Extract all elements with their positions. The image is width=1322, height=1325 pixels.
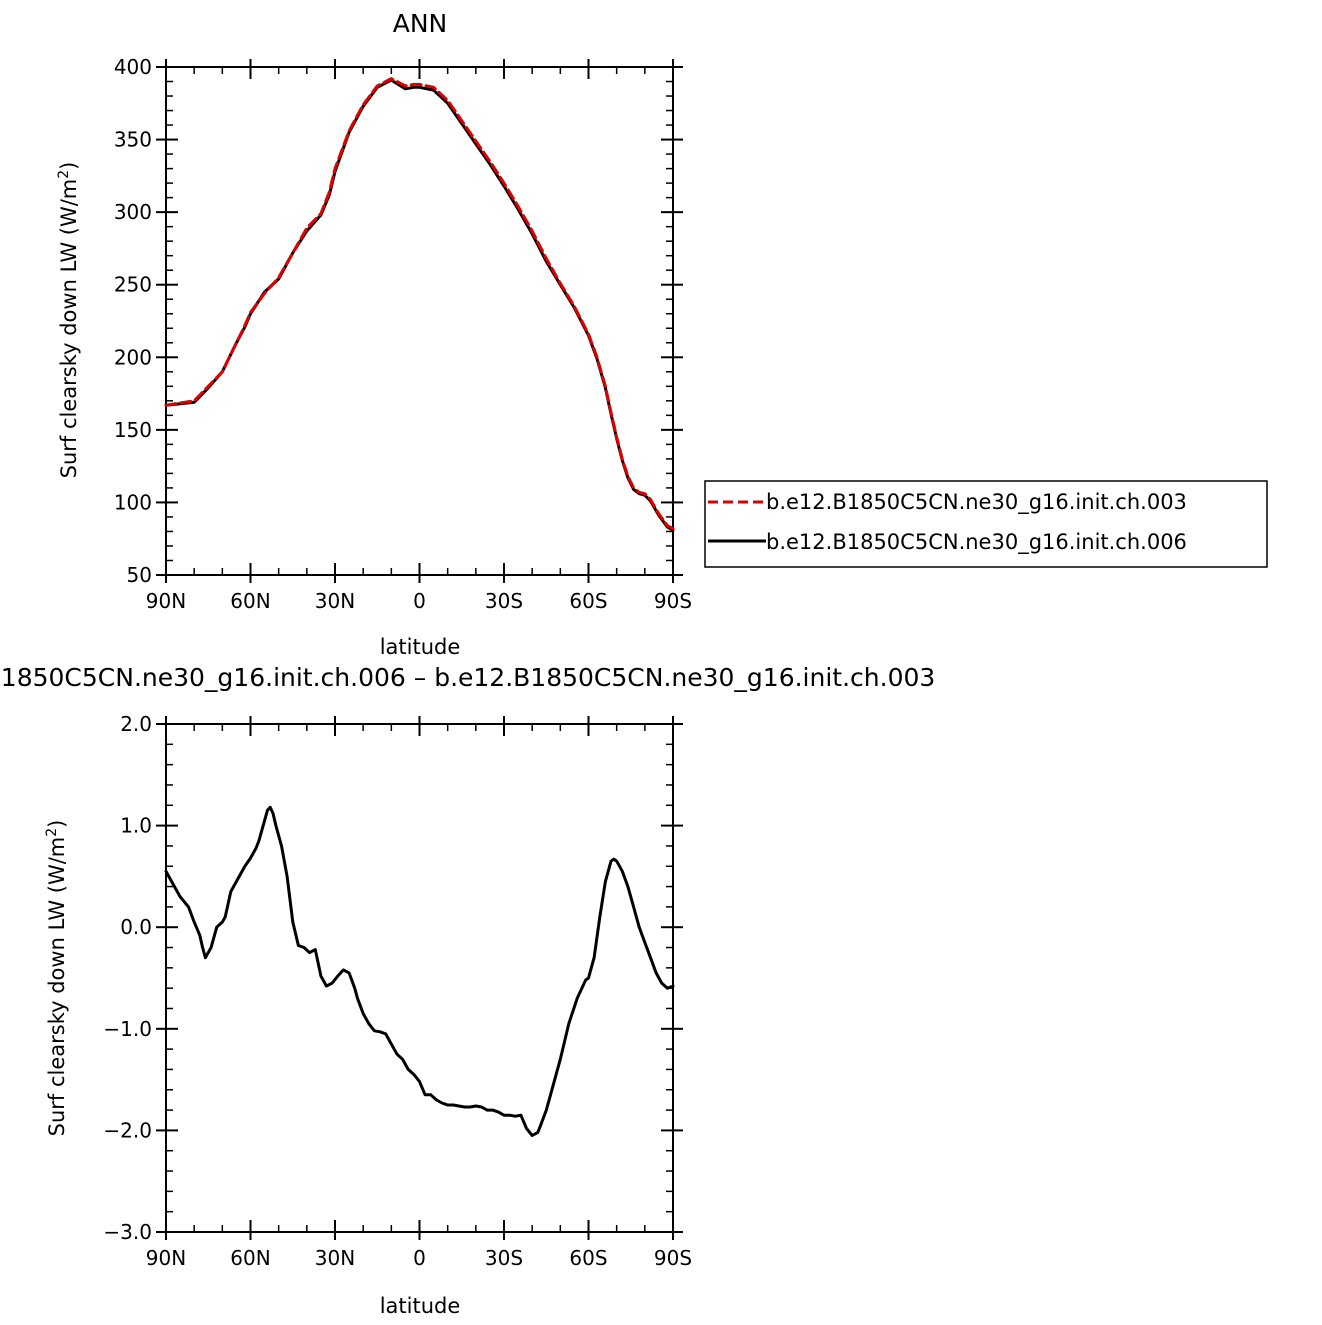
- legend-entry-006: b.e12.B1850C5CN.ne30_g16.init.ch.006: [766, 530, 1187, 555]
- top-plot-area: 90N 60N 30N 0 30S 60S 90S 50 100 150 200 250 300 350 4…: [114, 55, 692, 613]
- bottom-y-axis-label: Surf clearsky down LW (W/m2): [44, 820, 69, 1137]
- bottom-y-axis-label-sup: 2: [44, 828, 60, 837]
- y-tick-label: 150: [114, 418, 152, 442]
- x-tick-label: 60S: [569, 1246, 607, 1270]
- series-line-0-0: [164, 77, 675, 531]
- bottom-plot-area: 90N 60N 30N 0 30S 60S 90S −3.0 −2.0 −1.0 0.0 1.0 2.0: [103, 712, 692, 1270]
- x-tick-label: 30N: [315, 589, 355, 613]
- top-x-axis-label: latitude: [380, 635, 461, 659]
- top-y-axis-label: Surf clearsky down LW (W/m2): [56, 162, 81, 479]
- bottom-x-axis-label: latitude: [380, 1294, 461, 1318]
- y-tick-label: 50: [127, 563, 152, 587]
- y-tick-label: 250: [114, 273, 152, 297]
- top-y-axis-label-close: ): [57, 162, 81, 170]
- x-tick-label: 90S: [654, 1246, 692, 1270]
- y-tick-label: 0.0: [120, 915, 152, 939]
- legend-entry-003: b.e12.B1850C5CN.ne30_g16.init.ch.003: [766, 490, 1187, 515]
- x-tick-label: 60N: [230, 589, 270, 613]
- y-tick-label: −2.0: [103, 1118, 152, 1142]
- x-tick-label: 90N: [146, 589, 186, 613]
- top-chart-title: ANN: [393, 9, 448, 38]
- legend: b.e12.B1850C5CN.ne30_g16.init.ch.003 b.e…: [704, 480, 1268, 568]
- y-tick-label: 200: [114, 345, 152, 369]
- x-tick-label: 0: [413, 1246, 426, 1270]
- x-tick-label: 30S: [485, 1246, 523, 1270]
- y-tick-label: 350: [114, 128, 152, 152]
- y-tick-label: 100: [114, 490, 152, 514]
- top-y-axis-label-text: Surf clearsky down LW (W/m: [57, 179, 81, 479]
- x-tick-label: 30N: [315, 1246, 355, 1270]
- plot-frame: [165, 66, 674, 576]
- series-line-0-1: [164, 78, 675, 532]
- x-tick-label: 0: [413, 589, 426, 613]
- bottom-y-axis-label-close: ): [45, 820, 69, 828]
- x-tick-label: 90N: [146, 1246, 186, 1270]
- x-tick-label: 30S: [485, 589, 523, 613]
- x-tick-label: 90S: [654, 589, 692, 613]
- y-tick-label: 300: [114, 200, 152, 224]
- plot-frame: [165, 723, 674, 1233]
- bottom-y-axis-label-text: Surf clearsky down LW (W/m: [45, 837, 69, 1137]
- bottom-panel: b.e12.B1850C5CN.ne30_g16.init.ch.006 – b…: [0, 663, 935, 1318]
- y-tick-label: 1.0: [120, 814, 152, 838]
- bottom-chart-title: b.e12.B1850C5CN.ne30_g16.init.ch.006 – b…: [0, 663, 935, 692]
- y-tick-label: 2.0: [120, 712, 152, 736]
- top-y-axis-label-sup: 2: [56, 170, 72, 179]
- x-tick-label: 60S: [569, 589, 607, 613]
- x-tick-label: 60N: [230, 1246, 270, 1270]
- series-line-1-0: [164, 805, 675, 1137]
- legend-box: [704, 480, 1268, 568]
- top-panel: ANN 90N 60N 30N 0 30S 60S 90S 50 100 150 200 250 300…: [56, 9, 692, 659]
- y-tick-label: −1.0: [103, 1017, 152, 1041]
- y-tick-label: 400: [114, 55, 152, 79]
- y-tick-label: −3.0: [103, 1220, 152, 1244]
